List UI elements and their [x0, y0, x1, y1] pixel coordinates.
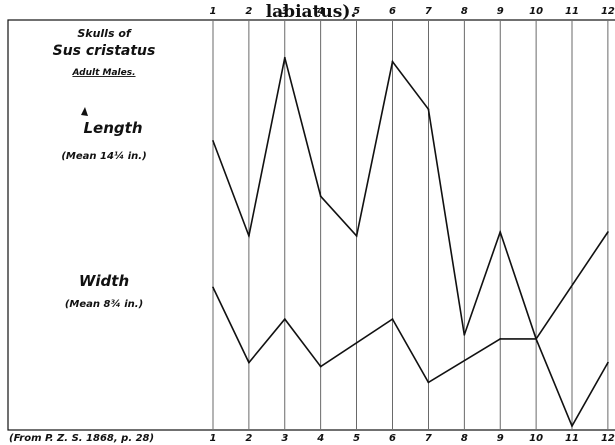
- x-tick-top-12: 12: [601, 6, 615, 17]
- x-tick-top-2: 2: [245, 6, 252, 17]
- point-width-9: [499, 338, 502, 340]
- chart-title-line1: Skulls of: [77, 27, 132, 40]
- series-label-width: Width: [79, 272, 129, 290]
- point-length-5: [355, 235, 358, 237]
- x-tick-top-4: 4: [316, 6, 324, 17]
- series-line-width: [212, 287, 609, 428]
- x-tick-bottom-12: 12: [601, 433, 615, 444]
- chart-title-line3: Adult Males.: [71, 68, 135, 78]
- x-tick-top-3: 3: [281, 6, 288, 17]
- point-width-1: [212, 286, 214, 289]
- x-tick-bottom-4: 4: [316, 433, 324, 444]
- point-width-3: [283, 318, 286, 320]
- x-tick-bottom-11: 11: [565, 433, 579, 444]
- point-length-2: [248, 235, 250, 237]
- plot-frame: [7, 19, 615, 431]
- x-tick-top-8: 8: [461, 6, 468, 17]
- x-tick-top-11: 11: [565, 6, 579, 17]
- x-tick-bottom-2: 2: [245, 433, 252, 444]
- point-width-6: [391, 318, 394, 320]
- series-note-length: (Mean 14¼ in.): [61, 150, 146, 162]
- x-tick-top-5: 5: [353, 6, 360, 17]
- top-heading: labiatus).: [266, 2, 357, 22]
- x-tick-bottom-9: 9: [497, 433, 504, 444]
- x-tick-top-10: 10: [529, 6, 543, 17]
- point-width-7: [427, 381, 430, 384]
- chart-title-line2: Sus cristatus: [53, 43, 156, 59]
- x-tick-bottom-7: 7: [425, 433, 432, 444]
- point-length-6: [391, 60, 394, 63]
- series-label-length: Length: [84, 119, 143, 137]
- point-length-4: [319, 195, 322, 198]
- point-length-1: [212, 140, 214, 142]
- x-tick-bottom-3: 3: [281, 433, 288, 444]
- point-width-10: [535, 338, 537, 340]
- point-length-8: [463, 334, 466, 336]
- point-width-4: [319, 365, 322, 368]
- x-tick-bottom-10: 10: [529, 433, 543, 444]
- x-tick-bottom-8: 8: [461, 433, 468, 444]
- x-tick-top-7: 7: [425, 6, 432, 17]
- point-length-7: [427, 108, 430, 111]
- point-length-9: [499, 231, 502, 233]
- x-tick-top-6: 6: [389, 6, 396, 17]
- citation: (From P. Z. S. 1868, p. 28): [9, 433, 154, 444]
- series-lines: [212, 56, 609, 428]
- x-tick-bottom-6: 6: [389, 433, 396, 444]
- x-tick-top-1: 1: [210, 6, 217, 17]
- point-length-12: [607, 231, 609, 233]
- series-line-length: [212, 57, 609, 341]
- point-length-3: [283, 56, 286, 59]
- arrow-up-icon: [81, 107, 88, 116]
- series-note-width: (Mean 8¾ in.): [65, 299, 143, 310]
- point-width-12: [607, 361, 609, 364]
- x-tick-bottom-5: 5: [353, 433, 360, 444]
- gridlines: [212, 21, 609, 429]
- point-width-2: [248, 361, 250, 364]
- x-tick-top-9: 9: [497, 6, 504, 17]
- x-tick-bottom-1: 1: [210, 433, 217, 444]
- point-width-11: [571, 425, 573, 427]
